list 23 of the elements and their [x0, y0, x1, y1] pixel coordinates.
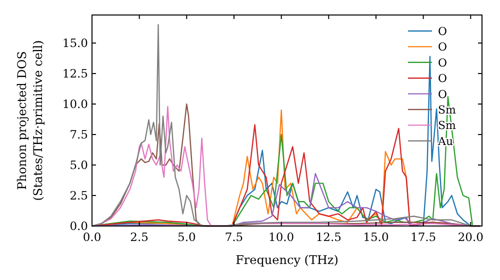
x-tick-label: 2.5	[130, 230, 148, 244]
x-tick-label: 20.0	[458, 230, 484, 244]
y-tick-label: 2.5	[70, 188, 88, 203]
legend-label: O	[438, 88, 448, 101]
x-tick-label: 10.0	[268, 230, 294, 244]
x-tick-label: 17.5	[410, 230, 436, 244]
x-axis-title: Frequency (THz)	[236, 253, 338, 267]
legend-label: O	[438, 25, 448, 38]
legend-label: O	[438, 56, 448, 70]
legend-label: O	[438, 40, 448, 54]
x-tick-label: 5.0	[178, 230, 196, 244]
y-tick-label: 10.0	[62, 97, 88, 112]
x-tick-label: 0.0	[82, 230, 102, 244]
x-tick-label: 15.0	[363, 230, 389, 244]
legend-label: O	[438, 72, 448, 86]
x-tick-label: 12.5	[316, 230, 342, 244]
y-tick-label: 5.0	[70, 158, 88, 172]
y-tick-label: 15.0	[62, 36, 88, 50]
y-axis-title: Phonon projected DOS (States/THz·primitive cell)	[15, 40, 45, 201]
y-tick-label: 12.5	[62, 66, 88, 81]
y-tick-label: 7.5	[70, 128, 88, 142]
x-tick-label: 7.5	[224, 230, 244, 244]
y-tick-label: 0.0	[70, 219, 88, 233]
